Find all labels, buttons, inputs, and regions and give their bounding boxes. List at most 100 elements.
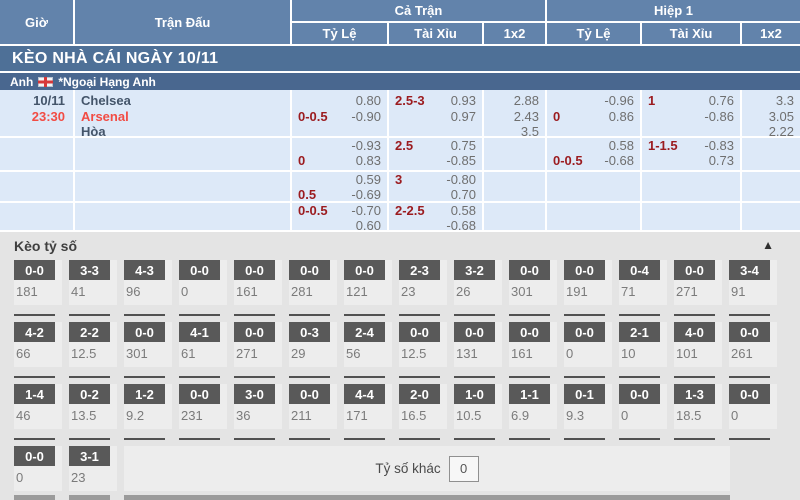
odds-value[interactable]: 0.80 [355,93,381,108]
score-button[interactable]: 0-0 [399,322,440,342]
score-input-underline[interactable] [619,438,660,440]
score-button[interactable]: 0-0 [729,322,770,342]
score-button[interactable]: 1-4 [14,384,55,404]
odds-value[interactable]: 0.58 [608,138,634,153]
score-input-underline[interactable] [564,376,605,378]
score-input-underline[interactable] [289,438,330,440]
score-button[interactable]: 3-0 [234,384,275,404]
score-button[interactable]: 0-0 [564,260,605,280]
score-input-underline[interactable] [344,376,385,378]
odds-value[interactable]: 2.22 [768,124,794,136]
odds-value[interactable]: -0.80 [446,172,476,187]
odds-value[interactable]: -0.93 [351,138,381,153]
odds-value[interactable]: 2.88 [513,93,539,108]
score-input-underline[interactable] [619,376,660,378]
odds-value[interactable]: 3.05 [768,108,794,124]
score-button[interactable]: 2-3 [399,260,440,280]
other-score-input[interactable]: 0 [448,455,479,482]
odds-value[interactable]: 3.5 [520,124,539,136]
score-input-underline[interactable] [674,376,715,378]
odds-value[interactable]: 0.75 [450,138,476,153]
score-input-underline[interactable] [674,314,715,316]
score-input-underline[interactable] [179,376,220,378]
score-button[interactable]: 3-1 [69,446,110,466]
odds-value[interactable]: 0.73 [708,152,734,168]
score-input-underline[interactable] [69,438,110,440]
score-input-underline[interactable] [399,438,440,440]
odds-value[interactable]: -0.90 [351,108,381,124]
score-button[interactable]: 0-0 [564,322,605,342]
odds-value[interactable]: 0.93 [450,93,476,108]
score-input-underline[interactable] [124,376,165,378]
score-input-underline[interactable] [344,438,385,440]
score-button[interactable]: 0-0 [509,260,550,280]
odds-value[interactable]: -0.69 [351,186,381,201]
score-button[interactable]: 0-0 [619,384,660,404]
odds-value[interactable]: -0.68 [604,152,634,168]
score-input-underline[interactable] [234,376,275,378]
score-button[interactable]: 0-4 [619,260,660,280]
score-button[interactable]: 0-0 [509,322,550,342]
score-input-underline[interactable] [179,314,220,316]
score-button[interactable]: 0-0 [234,260,275,280]
score-input-underline[interactable] [14,314,55,316]
score-input-underline[interactable] [399,376,440,378]
odds-value[interactable]: 0.70 [450,186,476,201]
score-button[interactable]: 1-3 [674,384,715,404]
score-button[interactable]: 0-1 [564,384,605,404]
score-button[interactable]: 0-3 [289,322,330,342]
odds-value[interactable]: 0.86 [608,108,634,124]
score-button[interactable]: 0-0 [674,260,715,280]
away-team-name[interactable]: Arsenal [81,108,129,124]
score-button[interactable]: 2-2 [69,322,110,342]
score-button[interactable]: 2-0 [399,384,440,404]
score-input-underline[interactable] [399,314,440,316]
score-input-underline[interactable] [564,314,605,316]
score-input-underline[interactable] [729,314,770,316]
score-button[interactable]: 0-0 [179,384,220,404]
score-button[interactable]: 0-0 [179,260,220,280]
score-button[interactable]: 4-4 [344,384,385,404]
home-team-name[interactable]: Chelsea [81,93,131,108]
odds-value[interactable]: 3.3 [775,93,794,108]
score-button[interactable]: 0-0 [14,260,55,280]
score-button[interactable]: 3-3 [69,260,110,280]
score-input-underline[interactable] [124,438,165,440]
score-button[interactable]: 0-0 [234,322,275,342]
odds-value[interactable]: -0.68 [446,217,476,230]
score-button[interactable]: 0-0 [14,446,55,466]
score-input-underline[interactable] [619,314,660,316]
score-input-underline[interactable] [234,438,275,440]
score-button[interactable]: 2-1 [619,322,660,342]
score-button[interactable]: 1-1 [509,384,550,404]
score-input-underline[interactable] [454,438,495,440]
score-input-underline[interactable] [344,314,385,316]
odds-value[interactable]: 0.60 [355,217,381,230]
score-input-underline[interactable] [564,438,605,440]
score-button[interactable]: 0-0 [289,384,330,404]
score-input-underline[interactable] [69,314,110,316]
score-button[interactable]: 0-0 [454,322,495,342]
score-button[interactable]: 0-0 [289,260,330,280]
score-input-underline[interactable] [14,438,55,440]
score-input-underline[interactable] [509,314,550,316]
score-input-underline[interactable] [14,376,55,378]
odds-value[interactable]: -0.96 [604,93,634,108]
score-input-underline[interactable] [674,438,715,440]
score-button[interactable]: 0-2 [69,384,110,404]
score-button[interactable]: 1-0 [454,384,495,404]
odds-value[interactable]: -0.83 [704,138,734,153]
odds-value[interactable]: 0.76 [708,93,734,108]
odds-value[interactable]: -0.85 [446,152,476,168]
score-input-underline[interactable] [729,438,770,440]
score-input-underline[interactable] [454,376,495,378]
score-input-underline[interactable] [234,314,275,316]
score-input-underline[interactable] [454,314,495,316]
score-input-underline[interactable] [289,376,330,378]
collapse-icon[interactable]: ▲ [762,238,774,252]
score-button[interactable]: 4-1 [179,322,220,342]
league-bar[interactable]: Anh *Ngoại Hạng Anh [0,73,800,90]
score-button[interactable]: 0-0 [124,322,165,342]
score-button[interactable]: 3-2 [454,260,495,280]
odds-value[interactable]: -0.70 [351,203,381,218]
